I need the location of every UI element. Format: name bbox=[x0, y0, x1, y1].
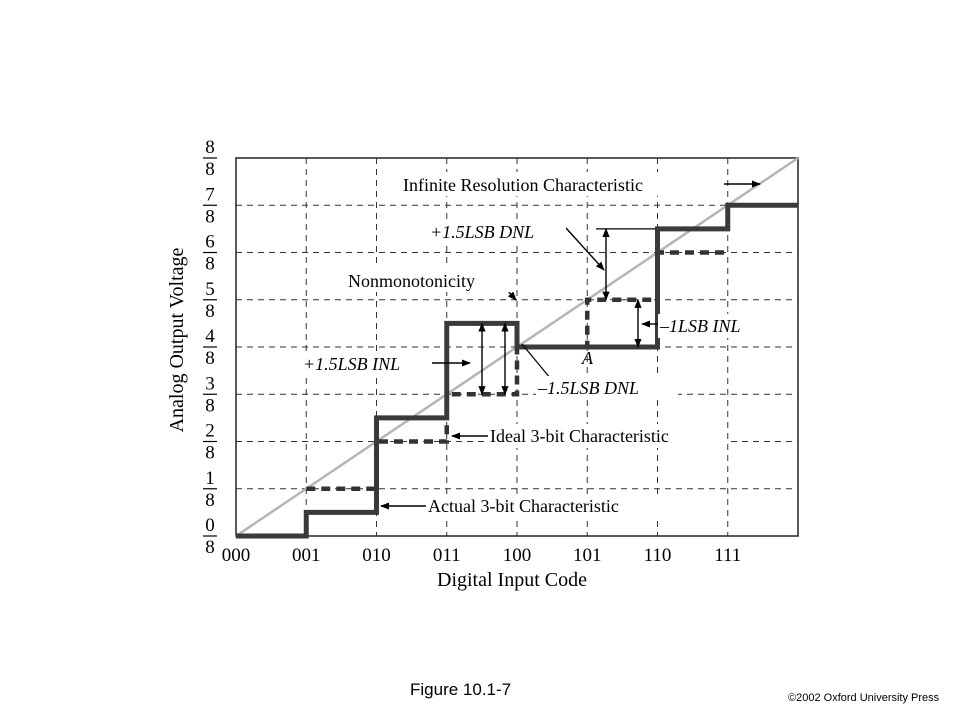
annotation-actual: Actual 3-bit Characteristic bbox=[428, 496, 619, 516]
x-tick-label: 111 bbox=[714, 545, 741, 566]
y-tick-denominator: 8 bbox=[205, 395, 215, 416]
y-tick-denominator: 8 bbox=[205, 537, 215, 558]
y-tick-label: 78 bbox=[203, 184, 217, 227]
y-tick-denominator: 8 bbox=[205, 159, 215, 180]
annotation-plus-inl: +1.5LSB INL bbox=[303, 354, 400, 374]
y-axis-label: Analog Output Voltage bbox=[166, 247, 188, 432]
annotation-infinite-resolution: Infinite Resolution Characteristic bbox=[403, 175, 643, 195]
y-tick-label: 38 bbox=[203, 373, 217, 416]
figure-caption: Figure 10.1-7 bbox=[410, 680, 512, 699]
x-tick-label: 001 bbox=[292, 545, 321, 566]
y-tick-denominator: 8 bbox=[205, 301, 215, 322]
x-axis-label: Digital Input Code bbox=[437, 569, 587, 591]
y-tick-label: 68 bbox=[203, 232, 217, 275]
copyright-notice: ©2002 Oxford University Press bbox=[788, 692, 940, 704]
y-tick-denominator: 8 bbox=[205, 490, 215, 511]
y-tick-label: 88 bbox=[203, 137, 217, 180]
y-tick-denominator: 8 bbox=[205, 348, 215, 369]
y-tick-numerator: 5 bbox=[205, 279, 215, 300]
x-tick-labels: 000 001 010 011 100 101 110 111 bbox=[222, 545, 742, 566]
y-tick-label: 08 bbox=[203, 515, 217, 558]
y-tick-denominator: 8 bbox=[205, 206, 215, 227]
y-tick-label: 18 bbox=[203, 468, 217, 511]
annotation-ideal: Ideal 3-bit Characteristic bbox=[490, 426, 669, 446]
annotation-nonmonotonicity: Nonmonotonicity bbox=[348, 271, 475, 291]
y-tick-numerator: 8 bbox=[205, 137, 215, 158]
x-tick-label: 101 bbox=[573, 545, 602, 566]
arrow-dnl-label bbox=[565, 227, 605, 271]
annotation-minus-dnl: –1.5LSB DNL bbox=[537, 378, 639, 398]
y-tick-label: 28 bbox=[203, 421, 217, 464]
annotation-plus-dnl: +1.5LSB DNL bbox=[430, 222, 534, 242]
annotation-minus-inl: –1LSB INL bbox=[659, 316, 741, 336]
y-tick-denominator: 8 bbox=[205, 254, 215, 275]
y-tick-numerator: 0 bbox=[205, 515, 215, 536]
y-tick-numerator: 4 bbox=[205, 326, 215, 347]
y-tick-numerator: 1 bbox=[205, 468, 215, 489]
y-tick-numerator: 6 bbox=[205, 232, 215, 253]
x-tick-label: 010 bbox=[362, 545, 391, 566]
x-tick-label: 100 bbox=[503, 545, 532, 566]
y-tick-label: 58 bbox=[203, 279, 217, 322]
x-tick-label: 110 bbox=[644, 545, 672, 566]
y-tick-numerator: 2 bbox=[205, 421, 215, 442]
y-tick-denominator: 8 bbox=[205, 443, 215, 464]
x-tick-label: 000 bbox=[222, 545, 251, 566]
y-tick-label: 48 bbox=[203, 326, 217, 369]
x-tick-label: 011 bbox=[433, 545, 461, 566]
annotation-point-a: A bbox=[581, 348, 594, 368]
y-tick-numerator: 3 bbox=[205, 373, 215, 394]
y-tick-numerator: 7 bbox=[205, 184, 215, 205]
